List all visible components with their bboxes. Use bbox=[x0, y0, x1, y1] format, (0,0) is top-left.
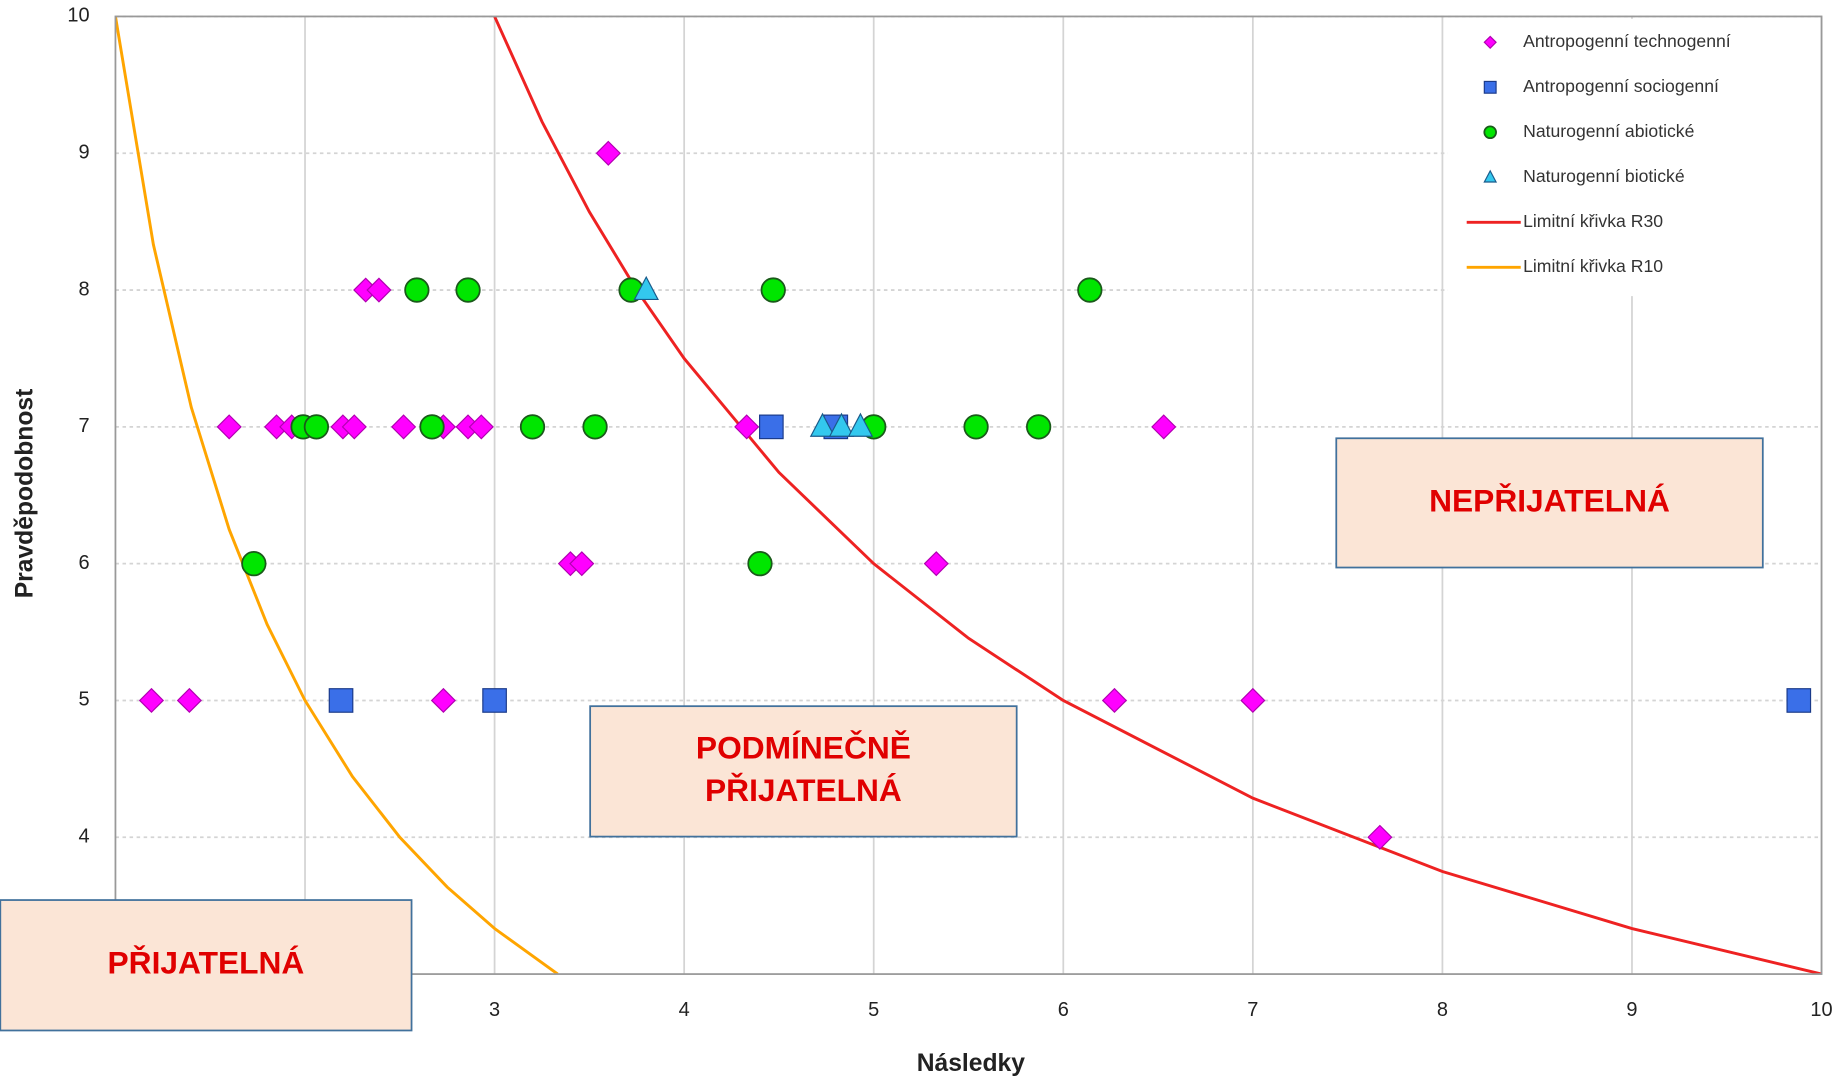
triangle-marker bbox=[828, 412, 855, 437]
legend-box bbox=[1447, 18, 1820, 297]
triangle-marker bbox=[847, 412, 874, 437]
diamond-marker bbox=[569, 551, 595, 577]
zone-label: PŘIJATELNÁ bbox=[705, 772, 902, 808]
diamond-marker bbox=[923, 551, 949, 577]
x-axis-title: Následky bbox=[917, 1050, 1026, 1077]
diamond-marker bbox=[216, 414, 242, 440]
y-tick-label: 10 bbox=[67, 5, 89, 27]
diamond-marker bbox=[366, 277, 392, 303]
legend-label: Antropogenní technogenní bbox=[1523, 31, 1731, 51]
legend-label: Limitní křivka R10 bbox=[1523, 256, 1663, 276]
diamond-marker bbox=[138, 687, 165, 714]
circle-marker bbox=[519, 414, 546, 440]
plot-frame bbox=[114, 15, 1823, 975]
diamond-marker bbox=[1483, 35, 1497, 50]
zone-label: NEPŘIJATELNÁ bbox=[1429, 482, 1670, 518]
diamond-marker bbox=[1151, 414, 1177, 440]
square-marker bbox=[482, 688, 507, 713]
diamond-marker bbox=[1101, 687, 1128, 714]
y-tick-label: 5 bbox=[78, 689, 89, 711]
circle-marker bbox=[1077, 277, 1103, 303]
circle-marker bbox=[455, 277, 481, 303]
limit-curve bbox=[493, 16, 1822, 975]
zone-box bbox=[1335, 437, 1764, 569]
legend-label: Limitní křivka R30 bbox=[1523, 211, 1663, 231]
circle-marker bbox=[1026, 414, 1052, 440]
circle-marker bbox=[1483, 125, 1497, 140]
diamond-marker bbox=[430, 687, 456, 714]
x-tick-label: 9 bbox=[1626, 999, 1637, 1021]
x-tick-label: 8 bbox=[1437, 999, 1448, 1021]
diamond-marker bbox=[176, 687, 202, 714]
circle-marker bbox=[419, 414, 445, 440]
x-tick-label: 4 bbox=[679, 999, 690, 1021]
circle-marker bbox=[760, 277, 786, 303]
triangle-marker bbox=[1483, 169, 1498, 183]
y-tick-label: 4 bbox=[78, 826, 89, 848]
x-tick-label: 5 bbox=[868, 999, 879, 1021]
zone-box bbox=[589, 705, 1018, 838]
circle-marker bbox=[241, 551, 267, 577]
x-tick-label: 7 bbox=[1247, 999, 1258, 1021]
zone-label: PŘIJATELNÁ bbox=[108, 945, 305, 981]
circle-marker bbox=[963, 414, 989, 440]
y-tick-label: 6 bbox=[78, 552, 89, 574]
y-tick-label: 8 bbox=[78, 278, 89, 300]
square-marker bbox=[1483, 80, 1497, 94]
y-axis-title: Pravděpodobnost bbox=[12, 389, 39, 599]
diamond-marker bbox=[468, 414, 494, 440]
x-tick-label: 3 bbox=[489, 999, 500, 1021]
x-tick-label: 10 bbox=[1810, 999, 1832, 1021]
diamond-marker bbox=[595, 140, 621, 166]
square-marker bbox=[328, 688, 354, 713]
diamond-marker bbox=[391, 414, 417, 440]
legend-label: Naturogenní abiotické bbox=[1523, 121, 1695, 141]
diamond-marker bbox=[341, 414, 367, 440]
legend-label: Naturogenní biotické bbox=[1523, 166, 1685, 186]
diamond-marker bbox=[1367, 824, 1393, 850]
limit-curve bbox=[115, 16, 559, 975]
triangle-marker bbox=[809, 412, 836, 437]
legend-label: Antropogenní sociogenní bbox=[1523, 76, 1719, 96]
zone-box bbox=[0, 899, 413, 1032]
circle-marker bbox=[303, 414, 330, 440]
triangle-marker bbox=[633, 275, 659, 301]
y-tick-label: 9 bbox=[78, 142, 89, 164]
diamond-marker bbox=[734, 414, 760, 440]
y-tick-label: 7 bbox=[78, 415, 89, 437]
circle-marker bbox=[404, 277, 430, 303]
square-marker bbox=[1786, 688, 1812, 713]
x-tick-label: 6 bbox=[1058, 999, 1069, 1021]
diamond-marker bbox=[1240, 687, 1266, 714]
square-marker bbox=[759, 414, 784, 440]
circle-marker bbox=[582, 414, 608, 440]
zone-label: PODMÍNEČNĚ bbox=[696, 730, 911, 766]
circle-marker bbox=[747, 551, 773, 577]
